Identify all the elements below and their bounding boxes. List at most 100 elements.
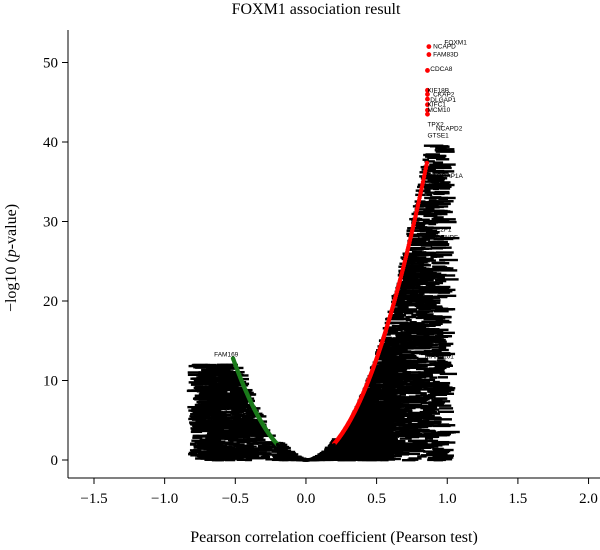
black-point — [219, 449, 234, 452]
black-point — [432, 265, 446, 268]
black-point — [409, 293, 423, 297]
black-point — [436, 359, 446, 362]
black-point — [397, 286, 418, 289]
black-point — [421, 281, 437, 284]
black-point — [194, 441, 205, 444]
black-point — [188, 409, 196, 412]
black-point — [389, 360, 397, 363]
green-point — [230, 356, 236, 361]
black-point — [404, 387, 421, 391]
black-point — [212, 400, 225, 403]
black-point — [216, 441, 234, 444]
black-point — [437, 410, 454, 413]
plot-area: FOXM1NCAPDFAM83DCDCA8KIF18BCKAP2DLGAP1KI… — [186, 40, 467, 462]
black-point — [394, 439, 406, 443]
black-point — [431, 305, 443, 308]
black-point — [211, 456, 223, 459]
black-point — [229, 390, 243, 394]
black-point — [381, 403, 389, 407]
black-point — [417, 218, 430, 221]
black-point — [189, 452, 196, 456]
black-point — [395, 335, 413, 338]
black-point — [426, 193, 433, 197]
black-point — [425, 233, 436, 236]
black-point — [204, 415, 211, 418]
black-point — [408, 395, 418, 398]
black-point — [204, 424, 223, 428]
black-point — [354, 455, 371, 458]
black-point — [423, 186, 437, 189]
black-point — [349, 442, 364, 445]
black-point — [421, 282, 440, 285]
black-point — [415, 286, 435, 289]
black-point — [347, 435, 363, 438]
black-point — [425, 387, 445, 390]
black-point — [402, 354, 417, 358]
black-point — [224, 367, 237, 370]
black-point — [265, 458, 283, 461]
black-point — [200, 392, 218, 396]
black-point — [196, 417, 204, 420]
black-point — [224, 370, 234, 373]
black-point — [400, 350, 412, 353]
black-point — [423, 209, 433, 213]
black-point — [243, 435, 251, 439]
black-point — [432, 226, 451, 230]
x-tick-label: 0.0 — [297, 491, 316, 507]
black-point — [229, 401, 237, 404]
black-point — [197, 419, 208, 422]
black-point — [232, 407, 247, 411]
black-point — [390, 359, 407, 363]
black-point — [413, 224, 425, 227]
black-point — [439, 321, 452, 324]
black-point — [439, 331, 455, 335]
black-point — [436, 177, 448, 180]
black-point — [404, 275, 421, 279]
black-point — [376, 445, 385, 449]
black-point — [399, 404, 417, 407]
black-point — [401, 451, 410, 454]
black-point — [220, 446, 236, 450]
black-point — [407, 239, 427, 243]
black-point — [189, 421, 201, 424]
black-point — [198, 456, 217, 459]
black-point — [391, 347, 400, 351]
black-point — [419, 315, 433, 318]
black-point — [259, 446, 269, 449]
black-point — [196, 387, 205, 390]
black-point — [409, 449, 426, 453]
black-point — [396, 283, 410, 287]
red-point — [425, 91, 430, 97]
black-point — [385, 351, 402, 355]
black-point — [211, 450, 225, 454]
black-point — [418, 243, 438, 246]
black-point — [422, 219, 429, 223]
black-point — [374, 426, 392, 429]
black-point — [232, 409, 242, 413]
black-point — [375, 374, 387, 377]
black-point — [226, 434, 243, 438]
black-point — [359, 399, 368, 402]
black-point — [221, 405, 236, 408]
black-point — [409, 243, 423, 247]
black-point — [428, 199, 437, 202]
black-point — [418, 274, 438, 277]
black-point — [432, 448, 445, 451]
black-point — [216, 387, 230, 390]
black-point — [380, 371, 390, 374]
black-point — [381, 387, 396, 391]
black-point — [425, 283, 436, 287]
black-point — [242, 428, 261, 432]
black-point — [245, 411, 255, 415]
gene-labels: FOXM1NCAPDFAM83DCDCA8KIF18BCKAP2DLGAP1KI… — [204, 40, 467, 422]
black-point — [412, 280, 422, 284]
black-point — [394, 302, 402, 305]
black-point — [422, 275, 443, 279]
black-point — [245, 433, 255, 437]
black-point — [349, 418, 362, 421]
black-point — [413, 435, 431, 438]
black-point — [360, 396, 379, 399]
black-point — [437, 240, 444, 243]
black-point — [417, 371, 432, 374]
black-point — [210, 441, 218, 444]
